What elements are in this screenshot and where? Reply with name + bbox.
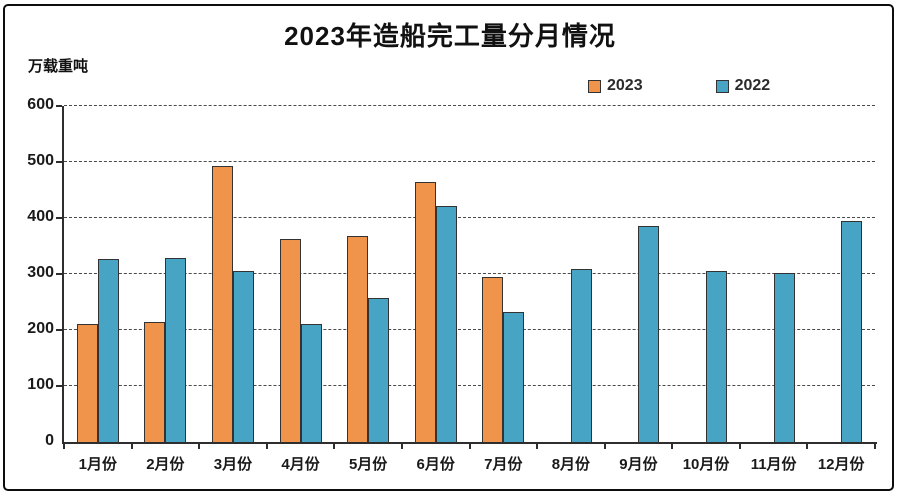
x-axis-label-8: 8月份 bbox=[551, 456, 591, 473]
bar-2023-month-7 bbox=[482, 277, 504, 442]
x-axis-label-1: 1月份 bbox=[78, 456, 117, 473]
x-axis-tick-2 bbox=[198, 444, 201, 449]
x-axis-tick-8 bbox=[603, 444, 606, 449]
bar-2022-month-4 bbox=[300, 323, 322, 442]
x-axis-tick-4 bbox=[333, 444, 336, 449]
bar-2023-month-5 bbox=[347, 236, 369, 442]
x-axis-tick-3 bbox=[265, 444, 268, 449]
legend-swatch-2023-icon bbox=[588, 79, 601, 93]
y-axis-tick-300 bbox=[56, 273, 62, 275]
x-axis-label-12: 12月份 bbox=[817, 456, 865, 473]
gridline-100 bbox=[64, 385, 875, 386]
bar-2022-month-10 bbox=[706, 270, 728, 442]
bar-2022-month-3 bbox=[232, 270, 254, 442]
x-axis-tick-0 bbox=[63, 444, 65, 449]
y-axis-line bbox=[62, 106, 64, 444]
y-axis-label-100: 100 bbox=[27, 376, 54, 393]
y-axis-tick-200 bbox=[56, 329, 62, 331]
bar-2022-month-11 bbox=[773, 273, 795, 442]
gridline-400 bbox=[64, 217, 875, 218]
gridline-600 bbox=[64, 105, 875, 106]
y-axis-tick-400 bbox=[56, 217, 62, 219]
x-axis-tick-7 bbox=[536, 444, 539, 449]
y-axis-tick-100 bbox=[56, 385, 62, 387]
bar-2022-month-6 bbox=[435, 206, 457, 442]
bar-2023-month-2 bbox=[144, 322, 166, 442]
bar-2023-month-4 bbox=[279, 238, 301, 442]
gridline-500 bbox=[64, 161, 875, 162]
x-axis-label-6: 6月份 bbox=[416, 456, 455, 473]
gridline-300 bbox=[64, 273, 875, 274]
bar-2023-month-1 bbox=[76, 323, 98, 442]
y-axis-label-300: 300 bbox=[27, 264, 54, 281]
legend-label-2022: 2022 bbox=[734, 77, 771, 94]
x-axis-tick-9 bbox=[671, 444, 674, 449]
bar-2022-month-2 bbox=[165, 257, 187, 442]
bar-2022-month-1 bbox=[97, 259, 119, 442]
legend-label-2023: 2023 bbox=[607, 77, 643, 94]
y-axis-label-0: 0 bbox=[45, 432, 54, 449]
bar-2022-month-7 bbox=[503, 311, 525, 442]
y-axis-label-500: 500 bbox=[27, 152, 54, 169]
x-axis-tick-11 bbox=[806, 444, 809, 449]
bar-2022-month-5 bbox=[368, 298, 390, 442]
x-axis-tick-12 bbox=[874, 444, 876, 449]
x-axis-label-10: 10月份 bbox=[682, 456, 730, 473]
x-axis-label-4: 4月份 bbox=[281, 456, 320, 473]
bar-2023-month-6 bbox=[414, 181, 436, 442]
bar-2022-month-12 bbox=[841, 220, 863, 442]
x-axis-tick-6 bbox=[468, 444, 471, 449]
x-axis-label-9: 9月份 bbox=[619, 456, 658, 473]
legend-swatch-2022-icon bbox=[715, 79, 729, 93]
y-axis-tick-500 bbox=[56, 161, 62, 163]
x-axis-label-3: 3月份 bbox=[213, 456, 253, 473]
x-axis-line bbox=[62, 442, 877, 444]
x-axis-tick-1 bbox=[130, 444, 133, 449]
y-axis-tick-600 bbox=[56, 105, 62, 107]
x-axis-label-11: 11月份 bbox=[750, 456, 797, 473]
y-axis-label-200: 200 bbox=[27, 320, 54, 337]
x-axis-label-7: 7月份 bbox=[484, 456, 523, 473]
legend-item-2022: 2022 bbox=[715, 77, 771, 95]
chart-title: 2023年造船完工量分月情况 bbox=[284, 21, 616, 51]
y-axis-unit-label: 万载重吨 bbox=[28, 58, 89, 75]
x-axis-tick-5 bbox=[400, 444, 403, 449]
gridline-200 bbox=[64, 329, 875, 330]
bar-2022-month-8 bbox=[570, 268, 592, 442]
x-axis-label-5: 5月份 bbox=[348, 456, 388, 473]
x-axis-tick-10 bbox=[738, 444, 741, 449]
x-axis-label-2: 2月份 bbox=[146, 456, 185, 473]
bar-2022-month-9 bbox=[638, 225, 660, 442]
y-axis-label-600: 600 bbox=[27, 96, 54, 113]
y-axis-label-400: 400 bbox=[27, 208, 54, 225]
legend: 2023 2022 bbox=[588, 77, 770, 95]
bar-2023-month-3 bbox=[211, 165, 233, 442]
legend-item-2023: 2023 bbox=[588, 77, 643, 95]
